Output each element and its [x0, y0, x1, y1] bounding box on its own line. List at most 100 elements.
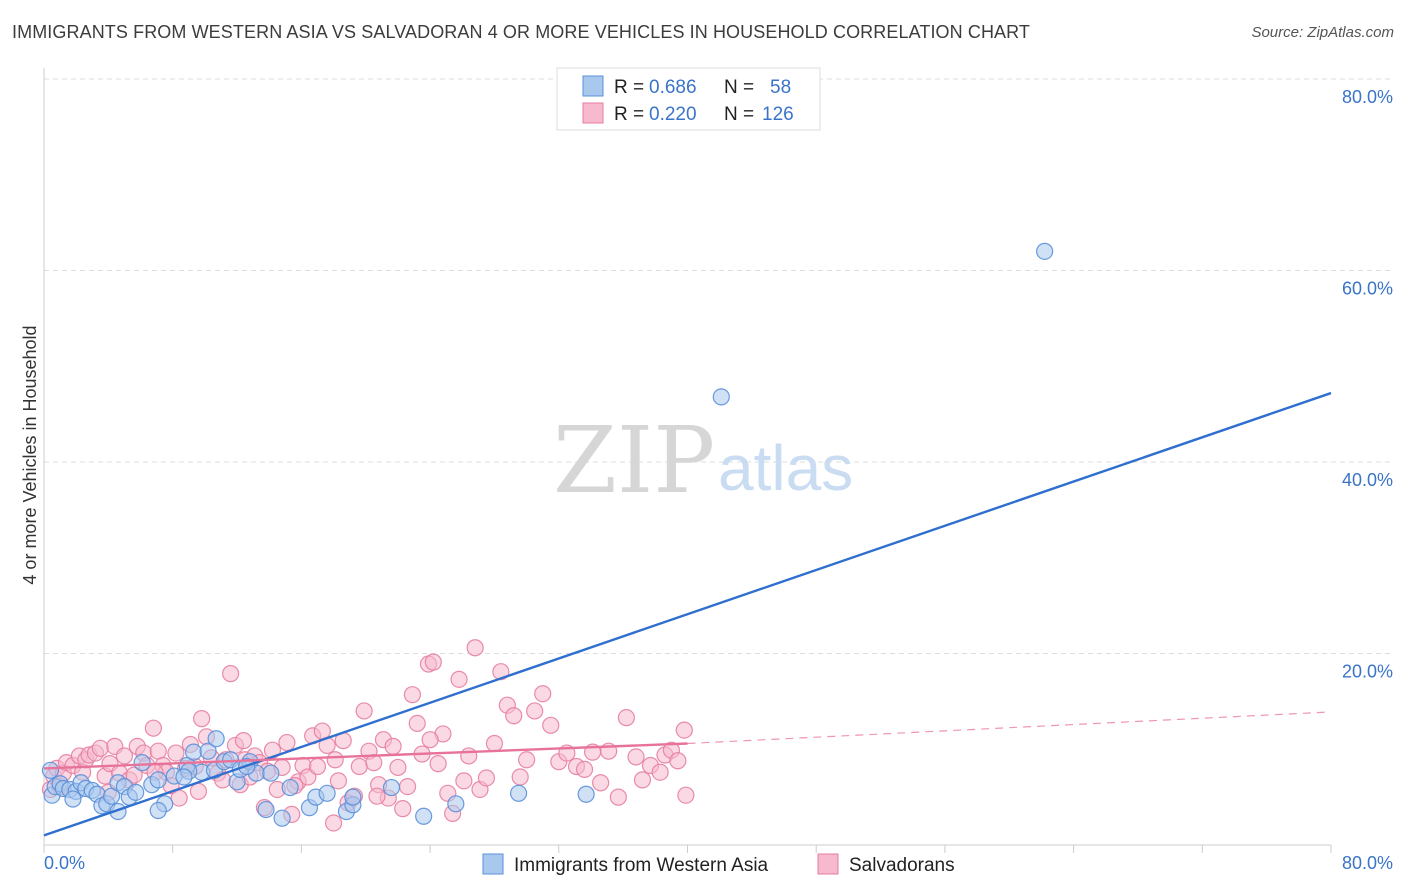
bottom-legend: Immigrants from Western Asia Salvadorans: [482, 853, 955, 876]
point-pink-107: [609, 788, 627, 806]
point-pink-81: [429, 755, 447, 773]
legend-n-value-1: 58: [770, 77, 791, 98]
trend-line-blue-0: [43, 391, 1332, 837]
legend: R = 0.686 N = 58 R = 0.220 N = 126: [556, 67, 821, 131]
trend-line-pink-2: [687, 711, 1332, 745]
point-pink-110: [633, 771, 652, 789]
point-pink-117: [677, 786, 695, 804]
point-blue-52: [577, 785, 595, 803]
y-tick-label-1: 40.0%: [1342, 470, 1393, 490]
point-pink-75: [398, 777, 417, 796]
point-pink-123: [326, 751, 344, 769]
trend-lines: [43, 391, 1332, 837]
bottom-legend-swatch-blue: [482, 853, 504, 875]
point-pink-72: [384, 737, 402, 755]
point-pink-85: [450, 670, 468, 688]
point-pink-39: [222, 665, 240, 683]
point-pink-124: [368, 787, 386, 805]
chart-title: IMMIGRANTS FROM WESTERN ASIA VS SALVADOR…: [12, 22, 1031, 42]
point-pink-99: [542, 716, 560, 734]
point-pink-86: [455, 772, 473, 790]
source-credit: Source: ZipAtlas.com: [1251, 24, 1394, 41]
point-blue-40: [318, 784, 336, 802]
point-blue-45: [207, 730, 225, 748]
gridlines: [44, 78, 1394, 654]
point-pink-76: [403, 686, 422, 704]
y-tick-label-2: 60.0%: [1342, 279, 1393, 299]
point-pink-73: [389, 758, 407, 777]
watermark: ZIP atlas: [553, 407, 853, 514]
point-blue-26: [199, 742, 217, 760]
point-blue-54: [175, 768, 193, 786]
legend-r-value-1: 0.686: [649, 77, 697, 98]
point-pink-24: [149, 742, 167, 760]
point-pink-29: [170, 789, 188, 807]
legend-n-label-2: N =: [724, 104, 754, 125]
legend-r-value-2: 0.220: [649, 104, 697, 125]
point-blue-57: [712, 388, 730, 406]
point-pink-120: [189, 782, 208, 800]
point-blue-0: [41, 761, 60, 779]
scatter-points: [41, 242, 1054, 832]
point-blue-43: [149, 801, 167, 820]
point-blue-56: [1036, 242, 1054, 260]
point-blue-48: [382, 778, 401, 797]
trend-line-pink-1: [43, 742, 688, 770]
bottom-legend-label-blue: Immigrants from Western Asia: [514, 855, 769, 876]
point-pink-92: [492, 663, 510, 681]
point-blue-35: [257, 800, 275, 819]
point-pink-74: [394, 800, 412, 818]
point-blue-34: [262, 764, 280, 782]
tick-labels: 20.0% 40.0% 60.0% 80.0% 0.0% 80.0%: [44, 87, 1393, 873]
legend-n-label-1: N =: [724, 77, 754, 98]
point-blue-37: [281, 778, 299, 797]
point-blue-24: [185, 743, 203, 761]
point-pink-112: [651, 763, 669, 781]
bottom-legend-label-pink: Salvadorans: [849, 855, 955, 876]
legend-n-value-2: 126: [762, 104, 794, 125]
point-blue-36: [273, 809, 291, 827]
point-pink-80: [424, 653, 442, 671]
point-pink-116: [675, 721, 693, 739]
point-blue-53: [64, 790, 82, 808]
point-pink-115: [669, 752, 687, 770]
point-pink-12: [91, 739, 109, 757]
point-pink-19: [125, 766, 143, 784]
watermark-atlas: atlas: [718, 432, 853, 504]
legend-swatch-blue: [582, 75, 604, 97]
point-blue-20: [149, 771, 167, 789]
legend-swatch-pink: [582, 102, 604, 124]
point-blue-17: [127, 783, 145, 801]
point-pink-94: [505, 707, 523, 725]
bottom-legend-swatch-pink: [817, 853, 839, 875]
point-pink-66: [355, 702, 373, 720]
point-pink-121: [234, 732, 253, 750]
point-pink-48: [263, 741, 282, 759]
point-pink-108: [617, 709, 635, 727]
point-pink-17: [115, 747, 134, 765]
point-pink-90: [477, 769, 496, 787]
point-pink-98: [534, 685, 552, 703]
y-tick-label-0: 20.0%: [1342, 662, 1393, 682]
point-pink-109: [627, 748, 645, 766]
x-tick-label-1: 80.0%: [1342, 853, 1393, 873]
axes: [43, 68, 1332, 853]
point-blue-50: [447, 795, 465, 813]
legend-r-label-1: R =: [614, 77, 644, 98]
point-pink-77: [408, 714, 426, 732]
y-tick-label-3: 80.0%: [1342, 87, 1393, 107]
point-pink-103: [575, 760, 594, 778]
point-blue-49: [415, 807, 433, 825]
point-pink-60: [324, 814, 343, 832]
point-blue-18: [133, 754, 151, 772]
point-pink-23: [144, 719, 162, 737]
point-pink-65: [350, 757, 368, 776]
point-pink-125: [421, 731, 439, 749]
point-pink-87: [460, 747, 478, 765]
point-pink-55: [299, 768, 317, 786]
point-pink-57: [308, 757, 327, 776]
point-pink-96: [518, 751, 536, 769]
point-pink-95: [511, 768, 529, 786]
point-pink-51: [278, 733, 296, 752]
